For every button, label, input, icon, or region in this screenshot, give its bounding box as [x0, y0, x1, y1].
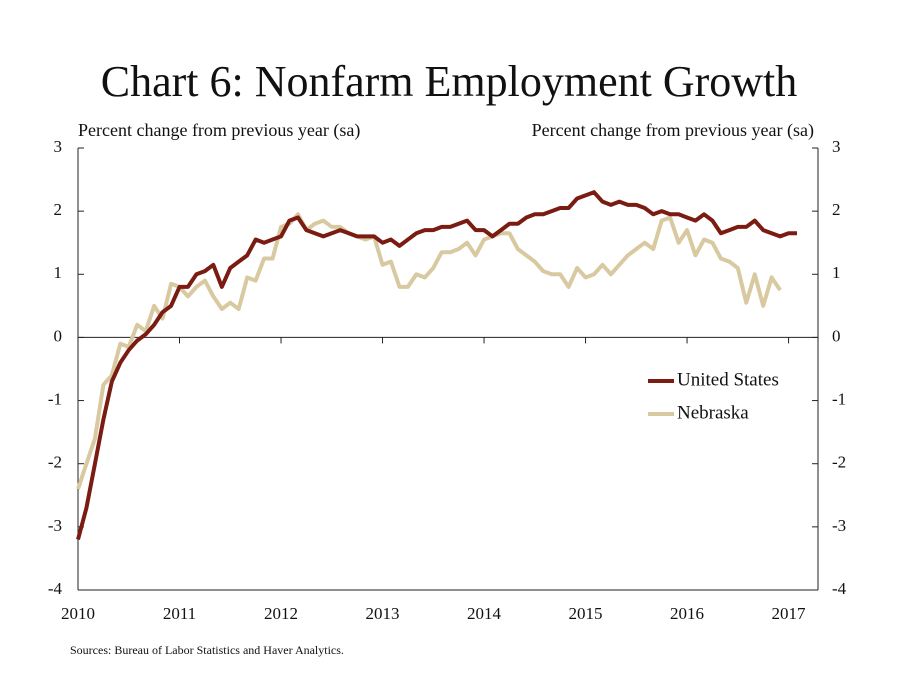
x-tick-label: 2011 — [163, 604, 196, 623]
y2-tick-label: 0 — [832, 326, 841, 345]
y2-tick-label: -4 — [832, 579, 847, 598]
source-note: Sources: Bureau of Labor Statistics and … — [70, 643, 344, 657]
series-line — [76, 190, 797, 541]
x-tick-label: 2015 — [569, 604, 603, 623]
legend-label: Nebraska — [677, 402, 749, 423]
x-tick-label: 2010 — [61, 604, 95, 623]
y2-tick-label: -2 — [832, 453, 846, 472]
x-tick-label: 2013 — [366, 604, 400, 623]
y2-tick-label: 1 — [832, 263, 841, 282]
x-tick-label: 2017 — [772, 604, 807, 623]
y-tick-label: -1 — [48, 389, 62, 408]
y2-axis-label: Percent change from previous year (sa) — [532, 120, 814, 141]
y2-tick-label: 3 — [832, 137, 841, 156]
y-tick-label: -3 — [48, 516, 62, 535]
y-tick-label: 0 — [54, 326, 63, 345]
y-tick-label: -4 — [48, 579, 63, 598]
x-tick-label: 2012 — [264, 604, 298, 623]
series-line — [76, 212, 782, 490]
x-tick-label: 2016 — [670, 604, 704, 623]
y-axis-label: Percent change from previous year (sa) — [78, 120, 360, 141]
y-tick-label: 1 — [54, 263, 63, 282]
y2-tick-label: -1 — [832, 389, 846, 408]
legend-label: United States — [677, 369, 779, 390]
x-tick-label: 2014 — [467, 604, 502, 623]
y-tick-label: 3 — [54, 137, 63, 156]
y-tick-label: -2 — [48, 453, 62, 472]
y-tick-label: 2 — [54, 200, 63, 219]
y2-tick-label: -3 — [832, 516, 846, 535]
chart-title: Chart 6: Nonfarm Employment Growth — [101, 57, 798, 106]
y2-tick-label: 2 — [832, 200, 841, 219]
